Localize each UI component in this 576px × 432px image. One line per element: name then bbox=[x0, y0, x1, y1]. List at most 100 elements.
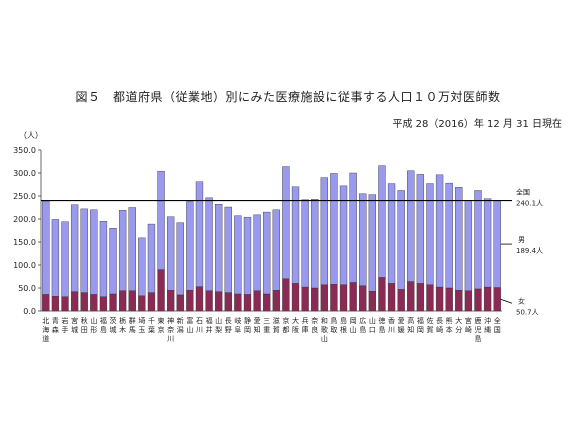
category-label: 栃 bbox=[119, 316, 126, 325]
category-label: 神 bbox=[167, 316, 174, 325]
bar-segment-male bbox=[282, 166, 290, 279]
bar-segment-male bbox=[407, 170, 415, 282]
category-label: 埼 bbox=[138, 316, 145, 325]
category-label: 青 bbox=[52, 316, 59, 325]
y-tick-label: 350.0 bbox=[13, 146, 36, 155]
y-tick-label: 200.0 bbox=[13, 215, 36, 224]
category-label: 賀 bbox=[273, 325, 280, 334]
bar-segment-male bbox=[195, 181, 204, 287]
female-annotation-label: 女 bbox=[518, 296, 525, 305]
category-label: 熊 bbox=[446, 316, 453, 325]
category-label: 群 bbox=[129, 316, 136, 325]
bar-segment-female bbox=[51, 296, 60, 312]
bar-segment-male bbox=[118, 210, 127, 291]
category-label: 手 bbox=[62, 325, 69, 334]
category-label: 千 bbox=[148, 316, 155, 325]
category-label: 潟 bbox=[177, 325, 184, 334]
bar-segment-female bbox=[80, 292, 88, 312]
chart-overlay: 全国 240.1人男 189.4人女 50.7人 bbox=[41, 188, 543, 316]
bar-segment-male bbox=[186, 201, 194, 291]
bar-segment-male bbox=[205, 197, 213, 291]
bar-segment-male bbox=[70, 204, 79, 292]
category-label: 森 bbox=[52, 325, 59, 334]
bar-segment-female bbox=[128, 290, 136, 312]
bar-segment-female bbox=[99, 296, 108, 312]
bar-segment-female bbox=[224, 292, 232, 312]
bar-segment-male bbox=[330, 173, 338, 285]
bar-segment-male bbox=[80, 208, 88, 293]
bar-segment-male bbox=[474, 190, 482, 290]
category-label: 城 bbox=[110, 326, 117, 334]
category-label: 広 bbox=[359, 316, 366, 325]
bar-segment-female bbox=[61, 296, 69, 312]
category-label: 富 bbox=[186, 316, 193, 325]
bar-segment-male bbox=[253, 214, 261, 291]
bar-segment-female bbox=[416, 283, 425, 312]
bar-segment-female bbox=[282, 278, 290, 312]
category-label: 愛 bbox=[254, 316, 261, 325]
bar-segment-male bbox=[483, 198, 492, 288]
category-label: 山 bbox=[186, 325, 193, 334]
category-label: 崎 bbox=[436, 325, 443, 334]
bar-segment-female bbox=[320, 284, 328, 312]
bar-segment-female bbox=[138, 295, 146, 312]
female-annotation-line bbox=[500, 298, 513, 304]
bar-segment-female bbox=[330, 284, 338, 312]
category-label: 歌 bbox=[321, 325, 328, 334]
category-label: 島 bbox=[474, 334, 481, 343]
bar-segment-female bbox=[234, 293, 242, 312]
category-label: 野 bbox=[225, 326, 232, 334]
bar-segment-male bbox=[311, 199, 319, 289]
bar-segment-male bbox=[445, 182, 453, 289]
category-label: 山 bbox=[350, 325, 357, 334]
category-label: 川 bbox=[196, 326, 203, 334]
bar-segment-male bbox=[426, 183, 434, 285]
bar-segment-male bbox=[99, 221, 108, 297]
chart-title: 図５ 都道府県（従業地）別にみた医療施設に従事する人口１０万対医師数 bbox=[75, 90, 501, 104]
category-label: 大 bbox=[455, 316, 462, 325]
category-label: 本 bbox=[446, 325, 453, 334]
category-label: 形 bbox=[90, 326, 97, 334]
category-label: 奈 bbox=[167, 325, 174, 334]
bar-segment-male bbox=[493, 200, 501, 288]
category-label: 滋 bbox=[273, 316, 280, 325]
bar-segment-female bbox=[253, 290, 261, 312]
category-label: 岡 bbox=[417, 326, 424, 334]
bar-segment-male bbox=[378, 165, 386, 278]
category-label: 全 bbox=[494, 316, 501, 325]
bar-segment-female bbox=[42, 294, 50, 312]
bar-segment-female bbox=[186, 290, 194, 312]
bar-segment-female bbox=[70, 291, 79, 312]
bar-segment-female bbox=[311, 287, 319, 312]
category-label: 縄 bbox=[484, 325, 491, 334]
bar-segment-female bbox=[368, 291, 377, 312]
category-label: 長 bbox=[225, 317, 232, 325]
category-label: 和 bbox=[321, 316, 328, 325]
category-label: 京 bbox=[158, 325, 165, 334]
bar-segment-male bbox=[234, 215, 242, 295]
category-label: 岡 bbox=[244, 326, 251, 334]
bar-segment-male bbox=[349, 172, 357, 283]
bar-segment-female bbox=[426, 284, 434, 312]
bar-segment-female bbox=[291, 283, 300, 312]
category-label: 島 bbox=[100, 325, 107, 334]
bar-segment-male bbox=[224, 206, 232, 293]
bar-segment-female bbox=[147, 292, 156, 312]
bar-segment-male bbox=[435, 174, 444, 288]
bar-segment-male bbox=[359, 193, 367, 286]
category-label: 重 bbox=[263, 326, 270, 334]
bar-segment-female bbox=[109, 293, 117, 312]
y-tick-label: 50.0 bbox=[18, 284, 36, 293]
category-label: 石 bbox=[196, 317, 203, 325]
category-label: 道 bbox=[42, 334, 49, 343]
bar-segment-male bbox=[397, 190, 405, 290]
y-tick-label: 0.0 bbox=[23, 307, 36, 316]
category-label: 福 bbox=[206, 316, 213, 325]
category-label: 京 bbox=[282, 316, 289, 325]
category-label: 宮 bbox=[465, 316, 472, 325]
bar-segment-male bbox=[166, 216, 175, 291]
bar-segment-female bbox=[435, 286, 444, 312]
bar-segment-female bbox=[301, 286, 309, 312]
category-label: 島 bbox=[359, 325, 366, 334]
category-label: 知 bbox=[407, 325, 414, 334]
